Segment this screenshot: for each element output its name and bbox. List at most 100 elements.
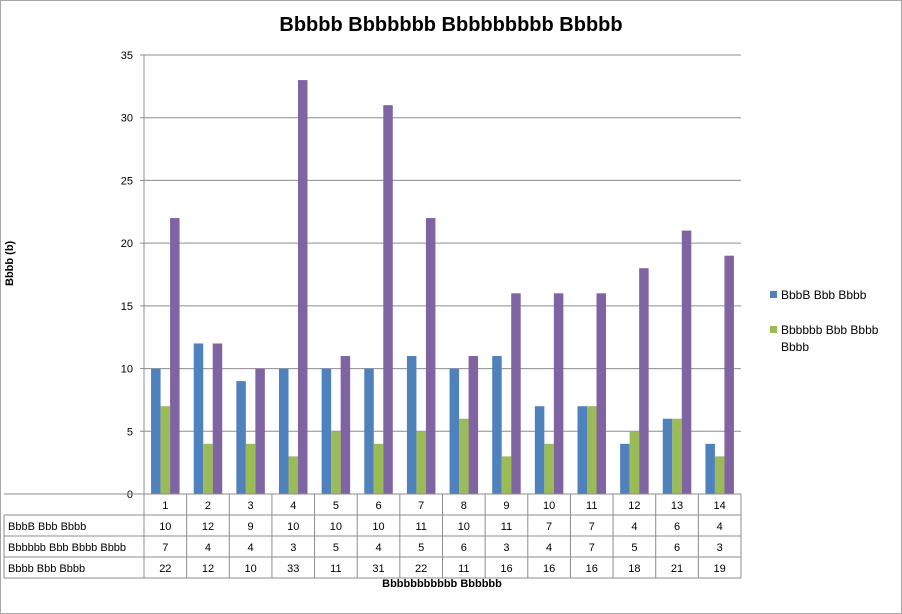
data-label: 4: [375, 542, 381, 554]
data-label: 22: [159, 563, 171, 575]
data-label: 10: [458, 521, 470, 533]
x-axis-title: Bbbbbbbbbbb Bbbbbb: [382, 578, 502, 590]
x-tick-label: 2: [205, 500, 211, 512]
bar: [279, 368, 289, 494]
data-label: 10: [372, 521, 384, 533]
bar: [203, 443, 213, 494]
legend-entry-1: BbbB Bbb Bbbb: [770, 287, 896, 304]
bar: [193, 343, 204, 494]
bar: [492, 356, 502, 494]
bar: [662, 418, 673, 494]
data-label: 11: [501, 521, 512, 533]
data-label: 16: [543, 563, 555, 575]
y-tick-label: 30: [121, 113, 133, 125]
data-label: 6: [674, 521, 680, 533]
legend-swatch-1: [770, 291, 777, 298]
data-label: 10: [287, 521, 299, 533]
bar: [501, 456, 512, 494]
data-label: 18: [628, 563, 640, 575]
bar: [553, 293, 564, 494]
x-tick-label: 8: [461, 500, 467, 512]
data-label: 3: [717, 542, 723, 554]
data-label: 4: [546, 542, 552, 554]
y-tick-label: 35: [121, 50, 133, 62]
bar: [620, 443, 630, 494]
bar: [639, 268, 649, 494]
bar: [544, 443, 554, 494]
x-tick-label: 5: [333, 500, 339, 512]
y-tick-label: 15: [121, 301, 133, 313]
data-label: 11: [458, 563, 469, 575]
x-tick-label: 14: [714, 500, 726, 512]
data-label: 5: [418, 542, 424, 554]
bar: [331, 431, 341, 494]
bar: [468, 356, 479, 494]
bar: [151, 368, 161, 494]
bar: [212, 343, 223, 494]
data-label: 4: [205, 542, 211, 554]
data-label: 6: [461, 542, 467, 554]
x-tick-label: 7: [418, 500, 424, 512]
data-label: 7: [162, 542, 168, 554]
data-label: 6: [674, 542, 680, 554]
chart-title: Bbbbb Bbbbbbb Bbbbbbbbb Bbbbb: [279, 14, 623, 36]
x-tick-label: 9: [503, 500, 509, 512]
bar: [340, 356, 351, 494]
bar: [681, 230, 692, 494]
bar: [170, 218, 180, 495]
table-series-label: Bbbb Bbb Bbbb: [8, 563, 85, 575]
data-label: 10: [330, 521, 342, 533]
data-label: 7: [589, 542, 595, 554]
bar: [245, 443, 256, 494]
y-tick-label: 0: [127, 489, 133, 501]
bar: [511, 293, 521, 494]
data-label: 10: [159, 521, 171, 533]
y-tick-label: 10: [121, 364, 133, 376]
legend-label-1: BbbB Bbb Bbbb: [781, 288, 867, 302]
y-axis-ticks: 0 5 10 15 20 25 30 35: [121, 50, 145, 501]
bar: [459, 418, 469, 494]
data-label: 11: [330, 563, 341, 575]
bar: [288, 456, 298, 494]
bars: [151, 80, 734, 495]
legend-swatch-2: [770, 326, 777, 333]
bar: [629, 431, 640, 494]
bar: [714, 456, 725, 494]
table-series-label: Bbbbbb Bbb Bbbb Bbbb: [8, 542, 126, 554]
bar: [321, 368, 332, 494]
bar: [298, 80, 308, 494]
bar: [705, 443, 715, 494]
x-tick-label: 11: [586, 500, 597, 512]
data-label: 4: [717, 521, 723, 533]
data-label: 5: [631, 542, 637, 554]
table-series-label: BbbB Bbb Bbbb: [8, 521, 86, 533]
bar: [449, 368, 460, 494]
legend-entry-2: Bbbbbb Bbb Bbbb Bbbb: [770, 322, 896, 356]
bar: [425, 218, 436, 495]
bar: [596, 293, 606, 494]
x-tick-label: 12: [628, 500, 640, 512]
y-tick-label: 20: [121, 238, 133, 250]
bar: [672, 418, 682, 494]
x-tick-label: 10: [543, 500, 555, 512]
x-tick-label: 6: [375, 500, 381, 512]
x-tick-label: 13: [671, 500, 683, 512]
data-label: 16: [586, 563, 598, 575]
x-tick-label: 3: [248, 500, 254, 512]
data-label: 11: [415, 521, 426, 533]
data-label: 4: [631, 521, 637, 533]
bar: [236, 381, 246, 494]
data-label: 12: [202, 563, 214, 575]
data-label: 31: [372, 563, 384, 575]
x-tick-label: 4: [290, 500, 296, 512]
bar: [724, 255, 734, 494]
data-label: 3: [503, 542, 509, 554]
data-label: 3: [290, 542, 296, 554]
data-label: 16: [500, 563, 512, 575]
y-tick-label: 25: [121, 175, 133, 187]
bar: [587, 406, 597, 494]
data-label: 33: [287, 563, 299, 575]
y-tick-label: 5: [127, 426, 133, 438]
